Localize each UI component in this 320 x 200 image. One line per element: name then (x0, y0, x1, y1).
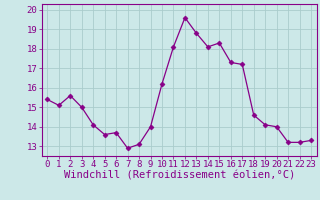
X-axis label: Windchill (Refroidissement éolien,°C): Windchill (Refroidissement éolien,°C) (64, 171, 295, 181)
